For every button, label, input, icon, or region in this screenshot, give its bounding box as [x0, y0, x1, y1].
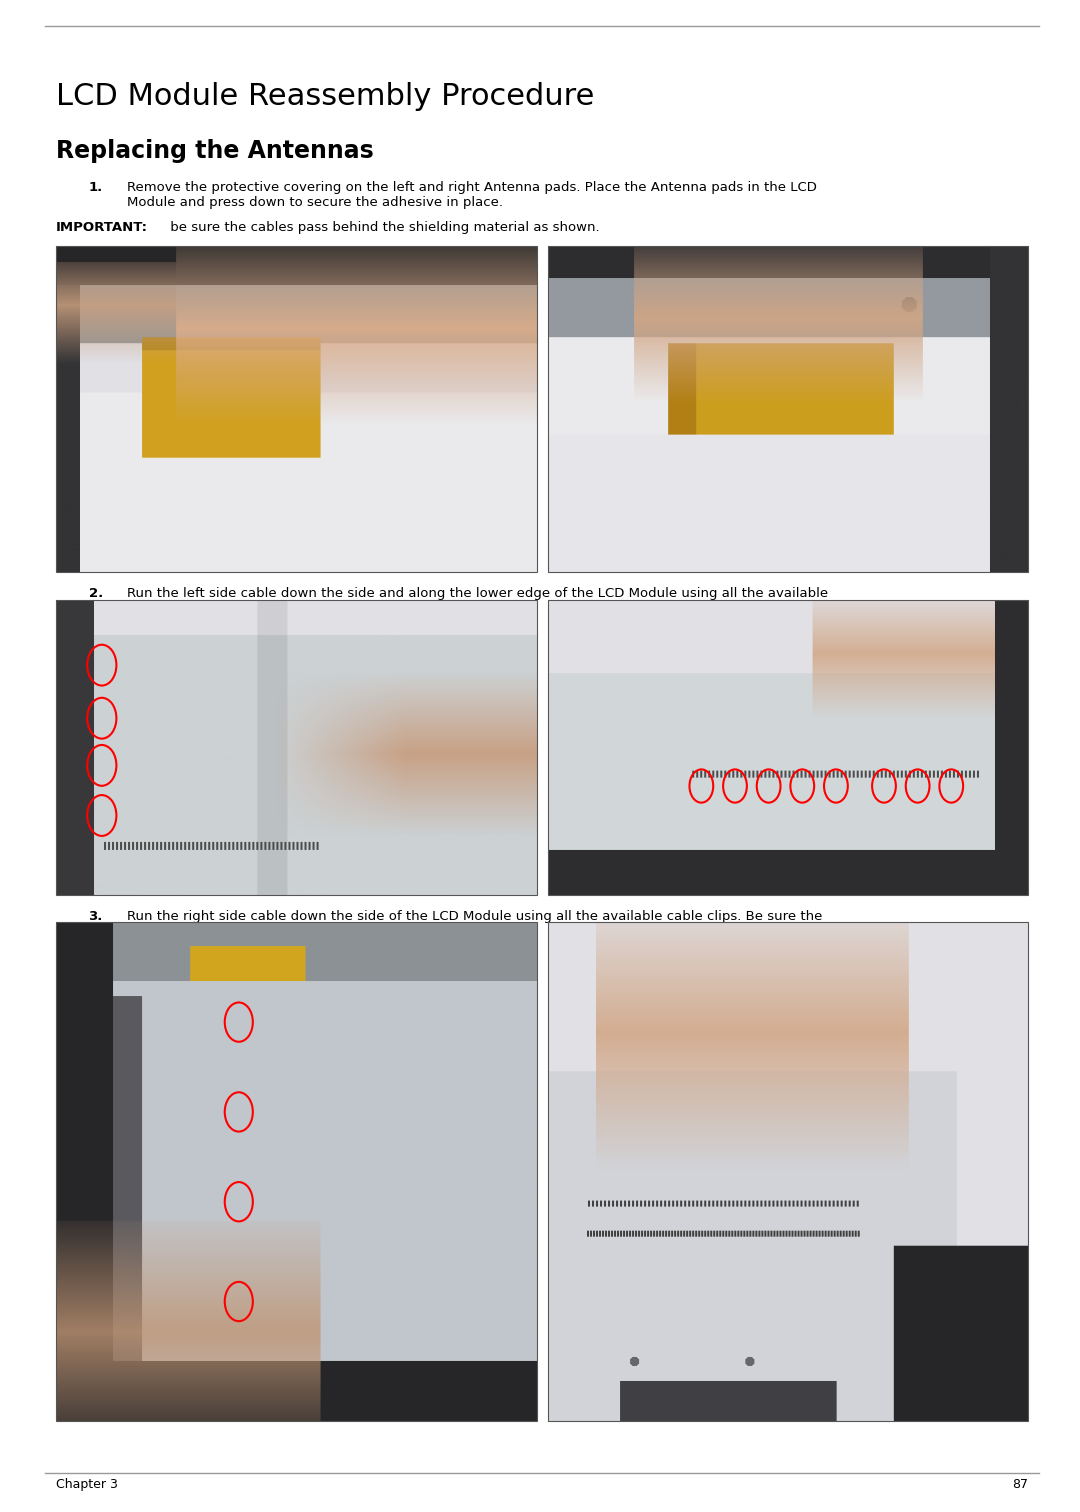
Text: 1.: 1.: [89, 181, 103, 195]
Bar: [56, 600, 537, 895]
Text: Run the left side cable down the side and along the lower edge of the LCD Module: Run the left side cable down the side an…: [127, 587, 828, 615]
Text: LCD Module Reassembly Procedure: LCD Module Reassembly Procedure: [56, 82, 594, 110]
Text: IMPORTANT:: IMPORTANT:: [56, 221, 148, 234]
Text: Run the right side cable down the side of the LCD Module using all the available: Run the right side cable down the side o…: [127, 910, 823, 939]
Text: Replacing the Antennas: Replacing the Antennas: [56, 139, 374, 163]
Bar: [548, 922, 1028, 1421]
Bar: [548, 600, 1028, 895]
Text: Remove the protective covering on the left and right Antenna pads. Place the Ant: Remove the protective covering on the le…: [127, 181, 818, 210]
Text: 3.: 3.: [89, 910, 103, 924]
Text: Chapter 3: Chapter 3: [56, 1479, 118, 1491]
Bar: [548, 246, 1028, 572]
Bar: [56, 922, 537, 1421]
Text: 87: 87: [1012, 1479, 1028, 1491]
Bar: [56, 246, 537, 572]
Text: 2.: 2.: [89, 587, 103, 600]
Text: be sure the cables pass behind the shielding material as shown.: be sure the cables pass behind the shiel…: [166, 221, 600, 234]
